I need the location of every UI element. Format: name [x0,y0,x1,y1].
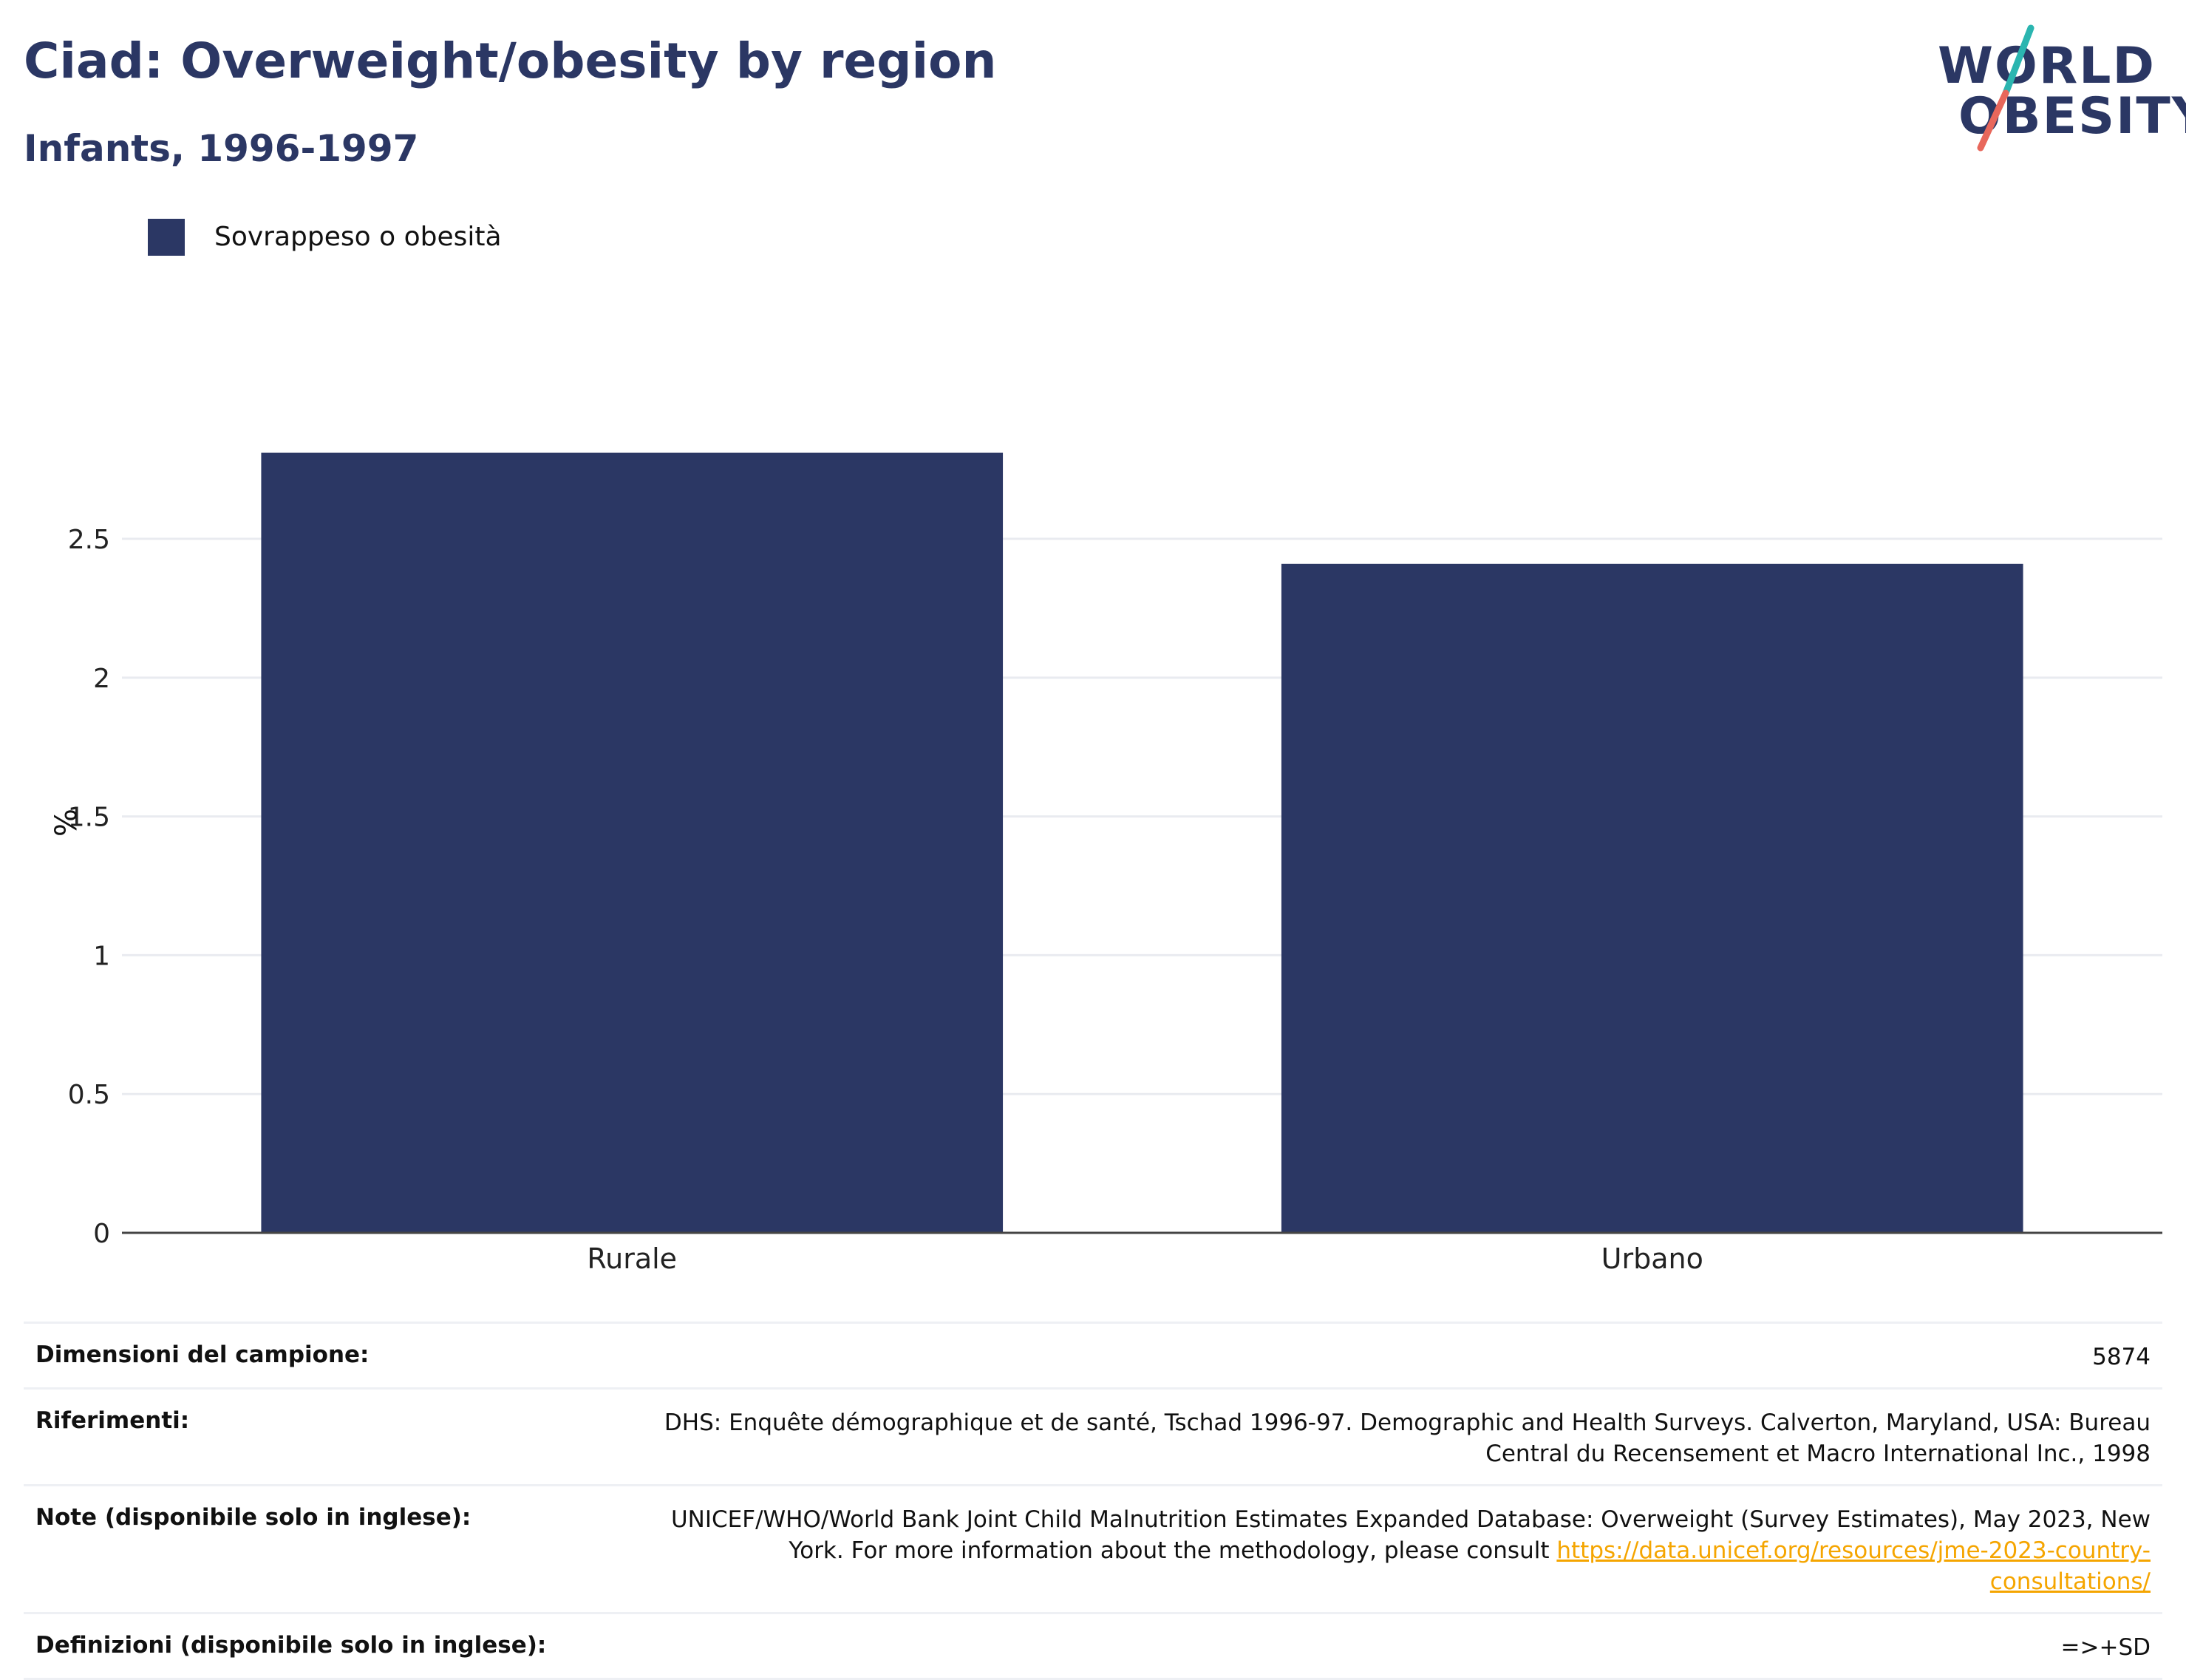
bar-chart: 0 0.5 1 1.5 2 2.5 Rurale Urbano [68,452,2162,1275]
legend-swatch [148,219,185,256]
y-tick-label: 0 [93,1219,110,1249]
info-row-references: Riferimenti: DHS: Enquête démographique … [24,1387,2162,1484]
info-label: Note (disponibile solo in inglese): [35,1504,471,1531]
info-label: Dimensioni del campione: [35,1341,370,1368]
bar [261,452,1004,1234]
info-row-definitions: Definizioni (disponibile solo in inglese… [24,1612,2162,1680]
chart-subtitle: Infants, 1996-1997 [24,127,419,170]
y-axis-title: % [50,809,84,837]
info-row-sample-size: Dimensioni del campione: 5874 [24,1322,2162,1387]
info-table: Dimensioni del campione: 5874 Riferiment… [24,1322,2162,1680]
y-tick-label: 2 [93,664,110,694]
y-tick-label: 1 [93,941,110,971]
info-value: DHS: Enquête démographique et de santé, … [664,1409,2151,1467]
y-tick-label: 0.5 [68,1080,110,1110]
bar [1281,563,2023,1233]
chart-title: Ciad: Overweight/obesity by region [24,33,997,89]
info-value: 5874 [2092,1344,2151,1370]
info-label: Definizioni (disponibile solo in inglese… [35,1632,547,1659]
y-tick-label: 2.5 [68,525,110,555]
x-tick-label: Urbano [1601,1242,1703,1275]
info-value: UNICEF/WHO/World Bank Joint Child Malnut… [636,1504,2151,1597]
logo-text-world: WORLD [1938,37,2156,95]
methodology-link[interactable]: https://data.unicef.org/resources/jme-20… [1556,1537,2151,1595]
world-obesity-logo[interactable]: WORLD OBESITY [1921,22,2186,163]
info-row-notes: Note (disponibile solo in inglese): UNIC… [24,1484,2162,1612]
legend-label: Sovrappeso o obesità [214,222,502,252]
notes-text: UNICEF/WHO/World Bank Joint Child Malnut… [670,1506,2151,1564]
logo-slash-icon [1977,24,2035,152]
info-label: Riferimenti: [35,1407,190,1434]
info-value: =>+SD [2060,1634,2151,1661]
y-tick-label: 1.5 [68,803,110,833]
x-tick-label: Rurale [587,1242,677,1275]
